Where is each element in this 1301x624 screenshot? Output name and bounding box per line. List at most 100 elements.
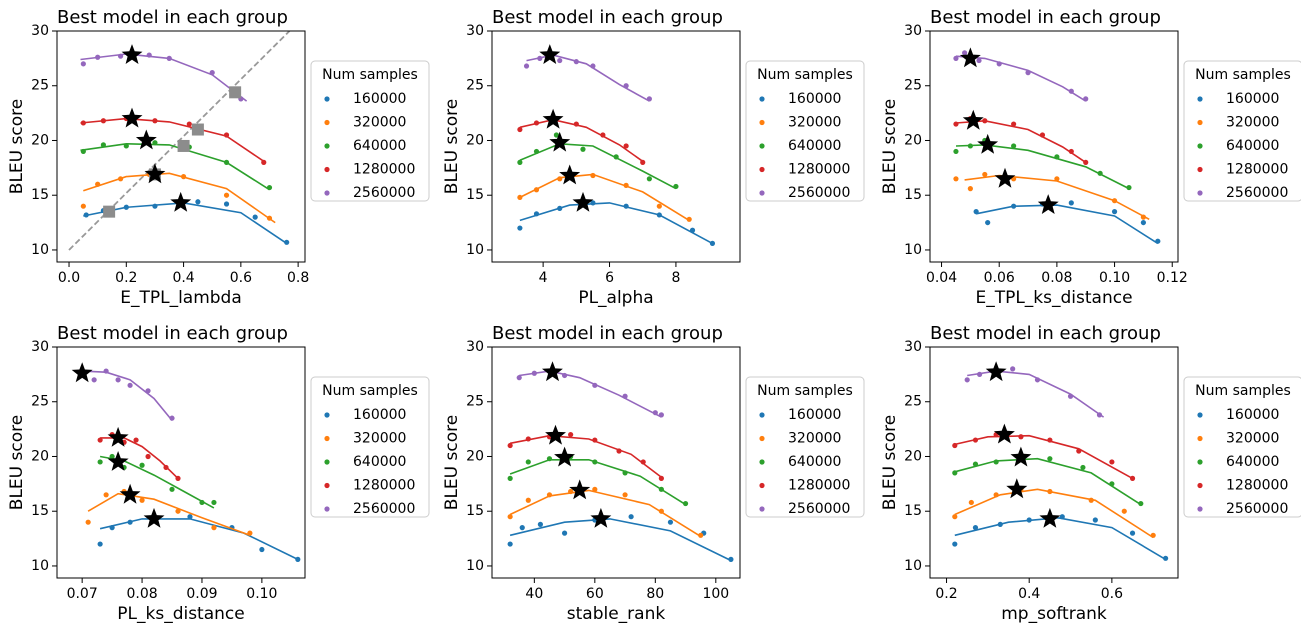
- data-point: [507, 442, 513, 449]
- x-tick-label: 0.2: [115, 270, 137, 286]
- data-point: [967, 186, 973, 192]
- y-tick-label: 20: [31, 132, 49, 148]
- x-axis-label: PL_ks_distance: [117, 604, 244, 624]
- legend-title: Num samples: [322, 383, 418, 399]
- gray-marker: [103, 205, 116, 218]
- y-tick-label: 15: [466, 187, 484, 203]
- best-star: [121, 44, 143, 64]
- y-tick-label: 25: [466, 78, 484, 94]
- legend-swatch: [1197, 96, 1203, 102]
- best-star: [569, 479, 591, 500]
- fit-curve: [80, 142, 270, 191]
- data-point: [592, 382, 598, 388]
- data-point: [180, 174, 187, 180]
- data-point: [973, 209, 979, 215]
- data-point: [652, 410, 658, 416]
- data-point: [123, 143, 129, 149]
- data-point: [127, 382, 133, 388]
- data-point: [109, 453, 115, 460]
- best-star: [977, 133, 999, 154]
- data-point: [993, 492, 999, 498]
- plot-frame: [929, 30, 1179, 263]
- data-point: [117, 176, 124, 182]
- fit-curve: [954, 457, 1142, 506]
- data-point: [1039, 132, 1046, 138]
- x-tick-label: 0.0: [58, 270, 80, 286]
- fit-curve: [87, 492, 251, 537]
- data-point: [592, 459, 598, 465]
- y-tick-label: 25: [904, 394, 922, 410]
- data-point: [640, 159, 646, 165]
- best-star: [1006, 478, 1028, 499]
- legend-label: 640000: [788, 454, 841, 470]
- plot-frame: [491, 30, 741, 263]
- data-point: [152, 118, 158, 124]
- x-tick-label: 0.2: [935, 586, 957, 602]
- legend-label: 2560000: [1226, 501, 1288, 517]
- x-tick-label: 100: [702, 586, 729, 602]
- legend-title: Num samples: [757, 383, 853, 399]
- chart-title: Best model in each group: [57, 7, 288, 28]
- data-point: [616, 448, 622, 454]
- legend-label: 160000: [788, 91, 841, 107]
- data-point: [967, 143, 973, 149]
- data-point: [1150, 532, 1156, 538]
- data-point: [573, 121, 579, 127]
- data-point: [1025, 70, 1031, 76]
- data-point: [507, 514, 513, 520]
- data-point: [568, 431, 574, 438]
- y-axis-label: BLEU score: [880, 99, 900, 194]
- data-point: [623, 182, 629, 188]
- data-point: [1054, 154, 1060, 160]
- data-point: [673, 183, 679, 190]
- legend-label: 320000: [788, 431, 841, 447]
- y-tick-label: 25: [466, 394, 484, 410]
- data-point: [1054, 176, 1060, 182]
- data-point: [1111, 209, 1118, 215]
- data-point: [1047, 456, 1053, 462]
- data-point: [623, 143, 629, 149]
- data-point: [952, 442, 958, 449]
- plot-frame: [56, 30, 306, 263]
- data-point: [145, 453, 151, 460]
- legend-swatch: [759, 143, 765, 149]
- legend-swatch: [759, 96, 765, 102]
- data-point: [1097, 170, 1103, 176]
- y-tick-label: 20: [904, 448, 922, 464]
- gray-marker: [191, 123, 204, 136]
- data-point: [1140, 214, 1146, 220]
- data-point: [223, 132, 230, 138]
- plot-area: [953, 47, 1161, 245]
- data-point: [517, 159, 523, 165]
- legend-swatch: [324, 412, 330, 418]
- y-tick-label: 30: [904, 23, 922, 39]
- best-star: [143, 507, 165, 528]
- legend-label: 640000: [353, 454, 406, 470]
- data-point: [100, 142, 106, 148]
- data-point: [976, 57, 982, 64]
- data-point: [962, 50, 968, 56]
- x-tick-label: 0.4: [172, 270, 194, 286]
- data-point: [91, 377, 97, 383]
- data-point: [115, 377, 121, 383]
- legend-swatch: [1197, 119, 1203, 126]
- data-point: [152, 140, 158, 146]
- fit-curve: [954, 434, 1133, 480]
- data-point: [211, 525, 217, 531]
- data-point: [133, 437, 139, 443]
- legend-title: Num samples: [1195, 67, 1291, 83]
- legend-label: 320000: [1226, 431, 1279, 447]
- data-point: [985, 219, 991, 226]
- legend-label: 640000: [1226, 138, 1279, 154]
- data-point: [117, 53, 124, 59]
- best-star: [542, 108, 564, 129]
- data-point: [1155, 238, 1161, 244]
- chart-title: Best model in each group: [492, 323, 723, 344]
- data-point: [952, 470, 958, 476]
- data-point: [1129, 530, 1136, 536]
- data-point: [590, 200, 596, 206]
- legend-label: 320000: [788, 115, 841, 131]
- legend-box: [1183, 376, 1301, 518]
- fit-curve: [955, 119, 1087, 164]
- data-point: [247, 530, 253, 536]
